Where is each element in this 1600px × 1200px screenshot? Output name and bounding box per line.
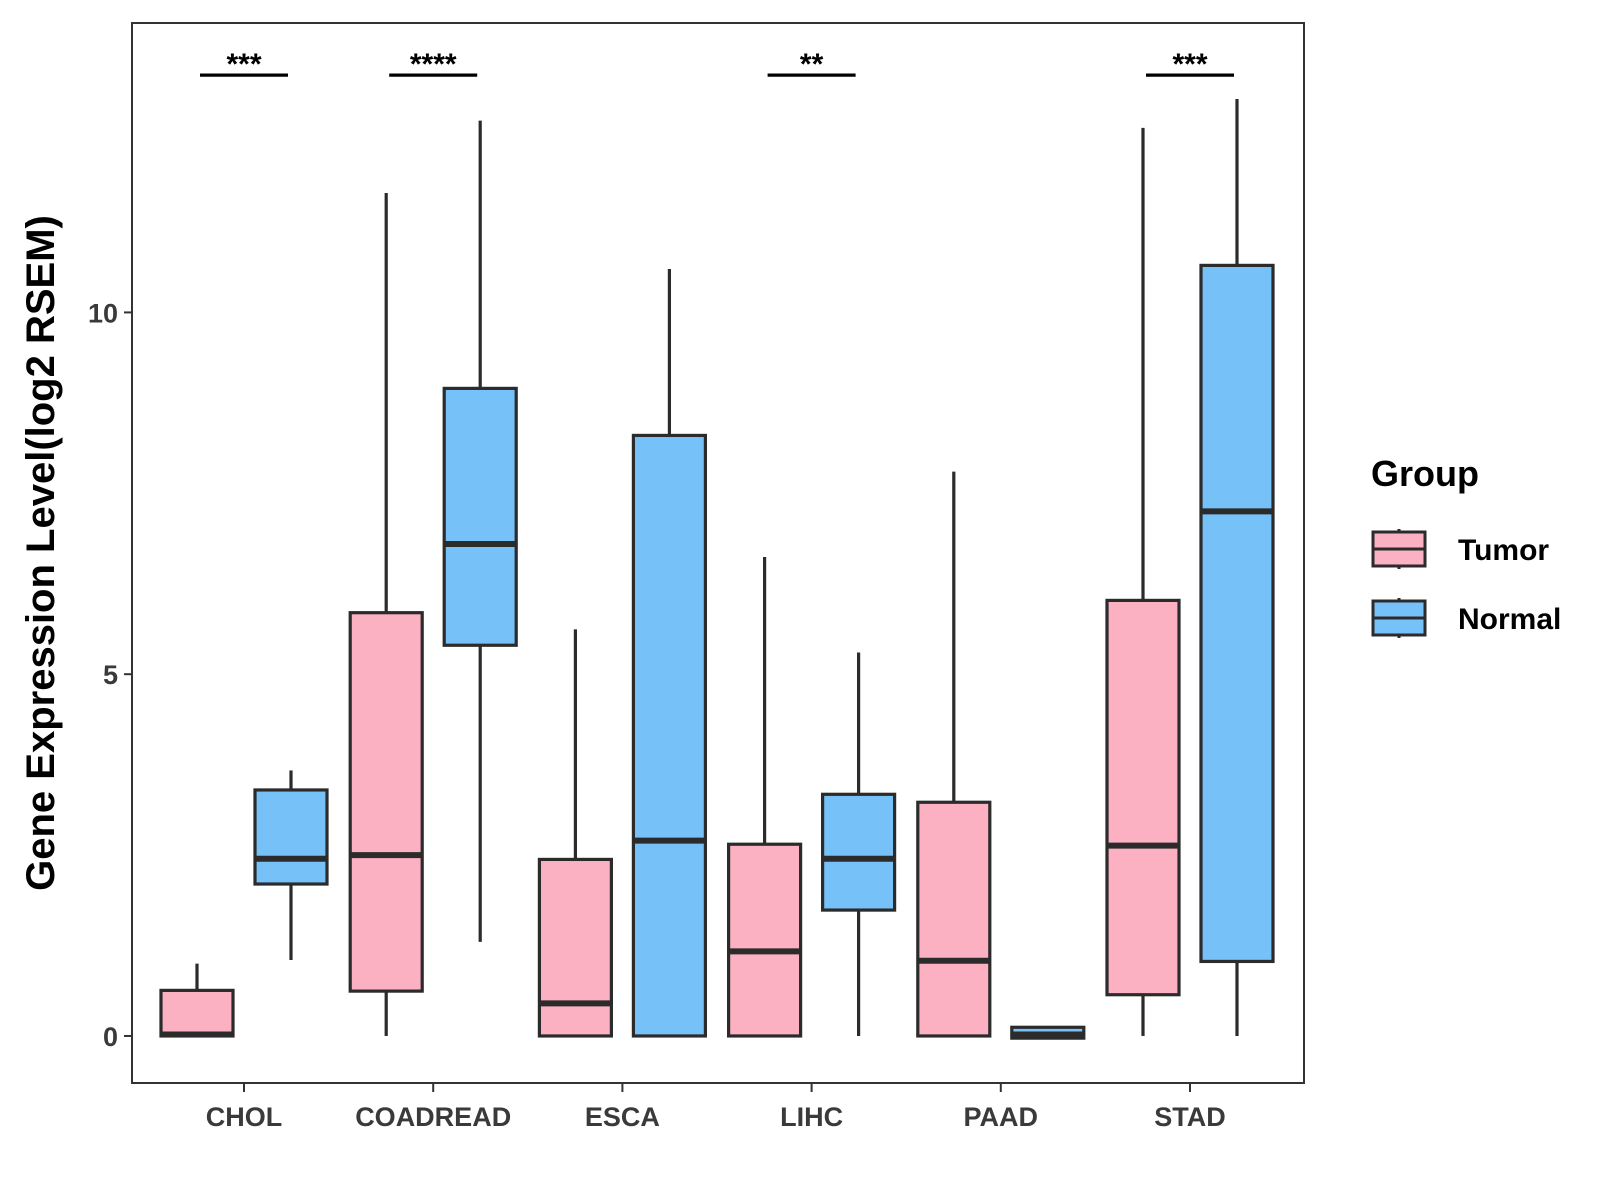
legend-title: Group xyxy=(1371,453,1479,494)
box-body xyxy=(820,792,897,912)
y-tick-label: 10 xyxy=(88,298,118,328)
box-body xyxy=(1105,598,1181,997)
box-normal-paad xyxy=(1010,1025,1086,1040)
significance-coadread: **** xyxy=(389,48,478,81)
legend: Group Tumor Normal xyxy=(1371,453,1561,638)
x-tick-label: PAAD xyxy=(964,1102,1039,1132)
y-tick-label: 5 xyxy=(103,660,118,690)
significance-label: **** xyxy=(410,48,457,81)
legend-label: Tumor xyxy=(1458,534,1549,567)
box-tumor-lihc xyxy=(726,556,803,1038)
y-axis: 0 5 10 xyxy=(88,298,132,1052)
x-tick-label: STAD xyxy=(1154,1102,1226,1132)
box-normal-chol xyxy=(253,770,329,960)
x-tick-label: CHOL xyxy=(206,1102,283,1132)
legend-label: Normal xyxy=(1458,603,1561,636)
significance-label: ** xyxy=(800,48,824,81)
box-tumor-paad xyxy=(916,471,992,1038)
legend-item-tumor: Tumor xyxy=(1371,529,1549,569)
box-body xyxy=(159,988,235,1038)
x-tick-label: ESCA xyxy=(585,1102,660,1132)
legend-item-normal: Normal xyxy=(1371,598,1561,638)
significance-label: *** xyxy=(1172,48,1207,81)
box-body xyxy=(442,386,518,647)
significance-stad: *** xyxy=(1146,48,1234,81)
box-tumor-esca xyxy=(537,629,614,1038)
box-body xyxy=(253,788,329,886)
x-axis: CHOL COADREAD ESCA LIHC PAAD STAD xyxy=(206,1083,1226,1132)
significance-lihc: ** xyxy=(767,48,856,81)
box-body xyxy=(537,857,614,1038)
significance-label: *** xyxy=(226,48,261,81)
box-tumor-coadread xyxy=(348,193,424,1036)
box-tumor-chol xyxy=(159,963,235,1038)
box-normal-coadread xyxy=(442,120,518,942)
box-body xyxy=(631,433,708,1038)
x-tick-label: COADREAD xyxy=(355,1102,511,1132)
box-normal-esca xyxy=(631,269,708,1038)
significance-chol: *** xyxy=(200,48,288,81)
box-body xyxy=(916,800,992,1038)
y-axis-title: Gene Expression Level(log2 RSEM) xyxy=(19,215,63,891)
y-tick-label: 0 xyxy=(103,1022,118,1052)
box-body xyxy=(1199,263,1275,964)
significance-layer: *** **** ** *** xyxy=(200,48,1234,81)
box-normal-lihc xyxy=(820,652,897,1036)
x-tick-label: LIHC xyxy=(780,1102,843,1132)
box-body xyxy=(348,611,424,993)
boxes-layer xyxy=(159,98,1275,1040)
box-tumor-stad xyxy=(1105,127,1181,1036)
box-normal-stad xyxy=(1199,98,1275,1036)
box-body xyxy=(726,842,803,1038)
